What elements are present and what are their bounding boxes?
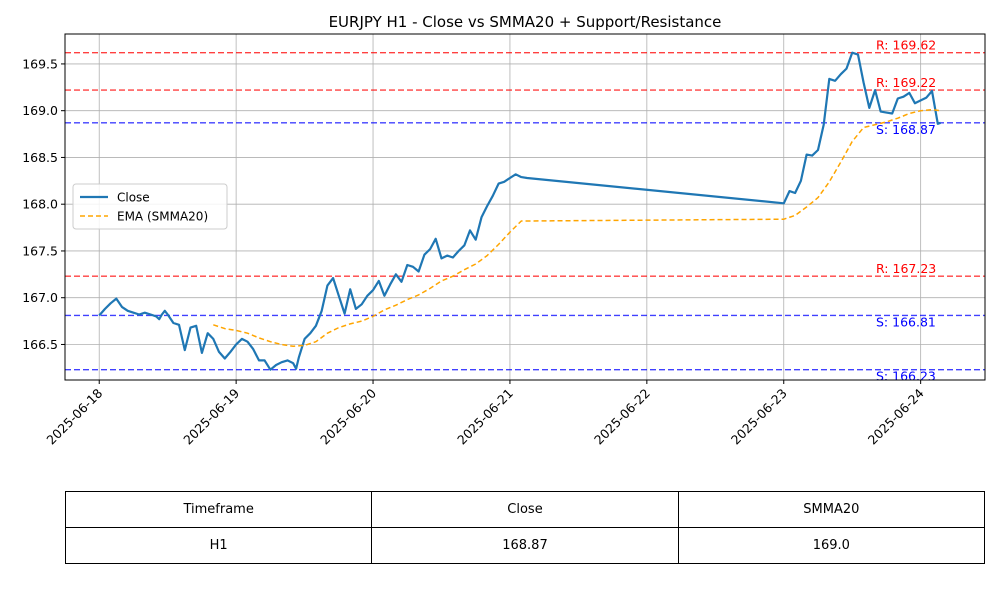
support-resistance-lines (65, 52, 985, 371)
support-label: S: 168.87 (876, 122, 936, 137)
level-labels: R: 169.62 R: 169.22 S: 168.87 R: 167.23 S: 1… (876, 38, 936, 384)
close-series-line (98, 51, 941, 371)
table-header-cell: Timeframe (64, 491, 373, 528)
y-tick-label: 169.5 (22, 56, 58, 71)
y-tick-label: 169.0 (22, 103, 58, 118)
table-cell-smma20: 169.0 (677, 527, 986, 564)
support-label: S: 166.81 (876, 314, 936, 329)
chart-title: EURJPY H1 - Close vs SMMA20 + Support/Re… (329, 13, 722, 31)
y-tick-label: 166.5 (22, 337, 58, 352)
plot-frame (64, 33, 986, 381)
table-cell-timeframe: H1 (64, 527, 373, 564)
price-chart: EURJPY H1 - Close vs SMMA20 + Support/Re… (22, 13, 986, 447)
x-tick-label: 2025-06-23 (728, 386, 790, 448)
legend-box (72, 183, 228, 230)
support-label: S: 166.23 (876, 369, 936, 384)
axis-ticks: 2025-06-18 2025-06-19 2025-06-20 2025-06-21… (22, 56, 927, 447)
y-tick-label: 168.5 (22, 150, 58, 165)
series (98, 51, 941, 371)
legend-smma-label: EMA (SMMA20) (117, 210, 208, 224)
x-tick-label: 2025-06-22 (591, 386, 653, 448)
y-tick-label: 167.0 (22, 290, 58, 305)
legend-close-label: Close (117, 191, 150, 205)
x-tick-label: 2025-06-18 (43, 385, 105, 447)
table-header-cell: Close (371, 491, 679, 528)
x-tick-label: 2025-06-20 (317, 385, 379, 447)
resistance-label: R: 167.23 (876, 261, 936, 276)
y-tick-label: 168.0 (22, 197, 58, 212)
resistance-label: R: 169.62 (876, 38, 936, 53)
resistance-label: R: 169.22 (876, 75, 936, 90)
y-tick-label: 167.5 (22, 243, 58, 258)
smma20-series-line (213, 108, 941, 348)
x-tick-label: 2025-06-21 (454, 386, 516, 448)
table-header-row: Timeframe Close SMMA20 (64, 491, 986, 528)
table-header-cell: SMMA20 (677, 491, 986, 528)
x-tick-label: 2025-06-24 (865, 385, 927, 447)
table-cell-close: 168.87 (371, 527, 679, 564)
legend: Close EMA (SMMA20) (72, 183, 228, 230)
table-row: H1 168.87 169.0 (64, 527, 986, 564)
summary-table: Timeframe Close SMMA20 H1 168.87 169.0 (64, 491, 986, 564)
x-tick-label: 2025-06-19 (180, 385, 242, 447)
